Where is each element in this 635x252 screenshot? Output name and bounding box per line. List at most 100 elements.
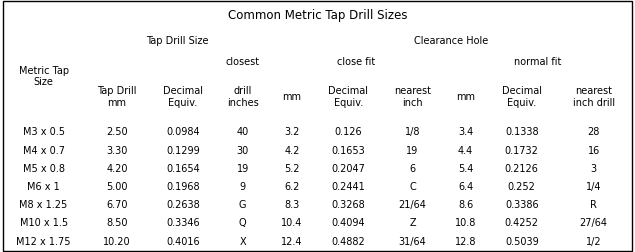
Bar bbox=[216, 196, 270, 214]
Bar bbox=[216, 160, 270, 178]
Text: mm: mm bbox=[283, 92, 302, 102]
Bar bbox=[556, 160, 632, 178]
Text: 3.2: 3.2 bbox=[284, 127, 300, 137]
Text: Decimal
Equiv.: Decimal Equiv. bbox=[328, 86, 368, 108]
Bar bbox=[216, 141, 270, 160]
Bar bbox=[382, 123, 443, 141]
Bar bbox=[556, 196, 632, 214]
Bar bbox=[150, 233, 216, 251]
Text: 0.1653: 0.1653 bbox=[331, 146, 365, 155]
Bar bbox=[150, 160, 216, 178]
Bar bbox=[382, 141, 443, 160]
Text: 0.3386: 0.3386 bbox=[505, 200, 538, 210]
Bar bbox=[270, 141, 314, 160]
Text: nearest
inch: nearest inch bbox=[394, 86, 431, 108]
Bar bbox=[150, 214, 216, 233]
Bar bbox=[443, 178, 488, 196]
Text: mm: mm bbox=[456, 92, 475, 102]
Bar bbox=[84, 141, 150, 160]
Text: M12 x 1.75: M12 x 1.75 bbox=[17, 237, 71, 247]
Bar bbox=[314, 178, 382, 196]
Bar bbox=[314, 123, 382, 141]
Bar bbox=[314, 141, 382, 160]
Text: 12.8: 12.8 bbox=[455, 237, 476, 247]
Bar bbox=[488, 71, 556, 123]
Text: 0.1299: 0.1299 bbox=[166, 146, 199, 155]
Bar bbox=[84, 30, 270, 53]
Bar bbox=[270, 178, 314, 196]
Text: 12.4: 12.4 bbox=[281, 237, 303, 247]
Text: Common Metric Tap Drill Sizes: Common Metric Tap Drill Sizes bbox=[228, 9, 407, 22]
Bar bbox=[488, 233, 556, 251]
Bar bbox=[382, 160, 443, 178]
Bar bbox=[3, 1, 632, 30]
Text: 1/2: 1/2 bbox=[586, 237, 601, 247]
Text: 27/64: 27/64 bbox=[580, 218, 608, 228]
Text: 0.252: 0.252 bbox=[508, 182, 536, 192]
Text: Q: Q bbox=[239, 218, 246, 228]
Bar bbox=[3, 196, 84, 214]
Text: 0.1732: 0.1732 bbox=[505, 146, 538, 155]
Bar bbox=[443, 123, 488, 141]
Bar bbox=[3, 160, 84, 178]
Bar bbox=[556, 178, 632, 196]
Text: 6: 6 bbox=[410, 164, 416, 174]
Bar bbox=[556, 233, 632, 251]
Text: 3.30: 3.30 bbox=[106, 146, 128, 155]
Bar bbox=[3, 141, 84, 160]
Bar bbox=[443, 160, 488, 178]
Text: 1/4: 1/4 bbox=[586, 182, 601, 192]
Text: closest: closest bbox=[225, 57, 260, 67]
Bar bbox=[488, 178, 556, 196]
Text: 16: 16 bbox=[587, 146, 600, 155]
Bar bbox=[270, 160, 314, 178]
Bar bbox=[150, 71, 216, 123]
Bar bbox=[270, 123, 314, 141]
Bar bbox=[314, 233, 382, 251]
Text: 10.20: 10.20 bbox=[103, 237, 131, 247]
Text: M6 x 1: M6 x 1 bbox=[27, 182, 60, 192]
Text: 3.4: 3.4 bbox=[458, 127, 473, 137]
Text: 0.2047: 0.2047 bbox=[331, 164, 365, 174]
Text: 0.4882: 0.4882 bbox=[331, 237, 365, 247]
Bar bbox=[314, 214, 382, 233]
Bar bbox=[556, 71, 632, 123]
Text: 0.1338: 0.1338 bbox=[505, 127, 538, 137]
Text: 19: 19 bbox=[236, 164, 249, 174]
Bar bbox=[270, 233, 314, 251]
Text: 4.2: 4.2 bbox=[284, 146, 300, 155]
Text: 10.8: 10.8 bbox=[455, 218, 476, 228]
Text: 0.4252: 0.4252 bbox=[505, 218, 539, 228]
Bar bbox=[382, 178, 443, 196]
Bar bbox=[443, 141, 488, 160]
Text: 4.4: 4.4 bbox=[458, 146, 473, 155]
Text: 9: 9 bbox=[239, 182, 246, 192]
Text: Decimal
Equiv.: Decimal Equiv. bbox=[502, 86, 542, 108]
Text: 0.4094: 0.4094 bbox=[331, 218, 365, 228]
Text: Tap Drill
mm: Tap Drill mm bbox=[97, 86, 137, 108]
Bar bbox=[382, 214, 443, 233]
Text: 31/64: 31/64 bbox=[399, 237, 427, 247]
Bar bbox=[443, 233, 488, 251]
Text: 5.2: 5.2 bbox=[284, 164, 300, 174]
Text: Decimal
Equiv.: Decimal Equiv. bbox=[163, 86, 203, 108]
Bar bbox=[3, 178, 84, 196]
Bar bbox=[488, 160, 556, 178]
Text: 0.126: 0.126 bbox=[335, 127, 362, 137]
Text: C: C bbox=[409, 182, 416, 192]
Text: 40: 40 bbox=[236, 127, 249, 137]
Text: Tap Drill Size: Tap Drill Size bbox=[145, 37, 208, 46]
Text: M4 x 0.7: M4 x 0.7 bbox=[23, 146, 65, 155]
Text: 28: 28 bbox=[587, 127, 600, 137]
Bar bbox=[270, 30, 632, 53]
Text: 21/64: 21/64 bbox=[399, 200, 427, 210]
Bar bbox=[556, 141, 632, 160]
Bar bbox=[488, 141, 556, 160]
Text: 5.00: 5.00 bbox=[106, 182, 128, 192]
Bar bbox=[270, 196, 314, 214]
Bar bbox=[443, 214, 488, 233]
Text: 0.1968: 0.1968 bbox=[166, 182, 199, 192]
Bar bbox=[216, 233, 270, 251]
Text: X: X bbox=[239, 237, 246, 247]
Text: M10 x 1.5: M10 x 1.5 bbox=[20, 218, 68, 228]
